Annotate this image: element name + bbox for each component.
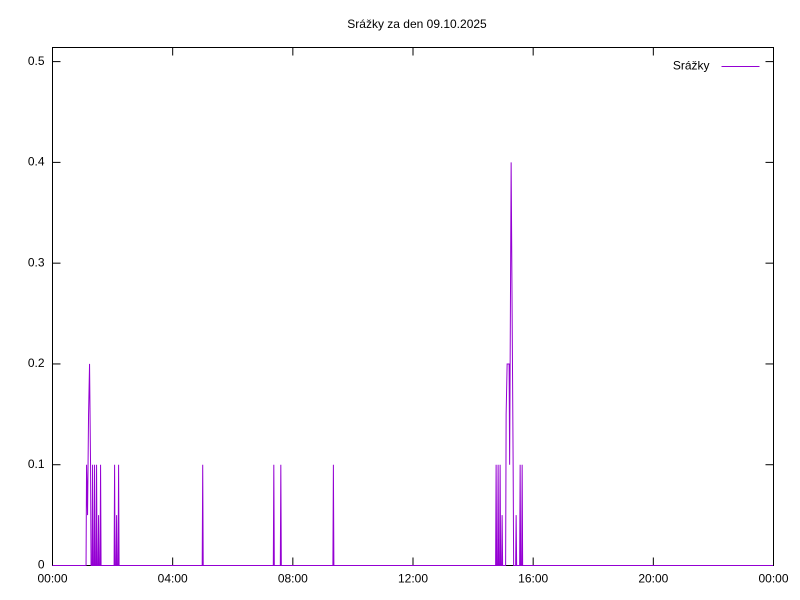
y-tick-label: 0.1 [28,457,45,471]
x-tick-label: 04:00 [158,572,188,586]
y-tick-label: 0.3 [28,255,45,269]
y-tick-label: 0.2 [28,356,45,370]
x-tick-label: 08:00 [278,572,308,586]
x-tick-label: 12:00 [398,572,428,586]
x-tick-label: 00:00 [758,572,788,586]
x-tick-label: 00:00 [37,572,67,586]
y-tick-label: 0 [38,558,45,572]
chart-title: Srážky za den 09.10.2025 [347,17,487,31]
y-tick-label: 0.5 [28,54,45,68]
y-tick-label: 0.4 [28,155,45,169]
series-line [52,162,773,566]
x-tick-label: 20:00 [638,572,668,586]
x-tick-label: 16:00 [518,572,548,586]
legend-label: Srážky [673,59,710,73]
